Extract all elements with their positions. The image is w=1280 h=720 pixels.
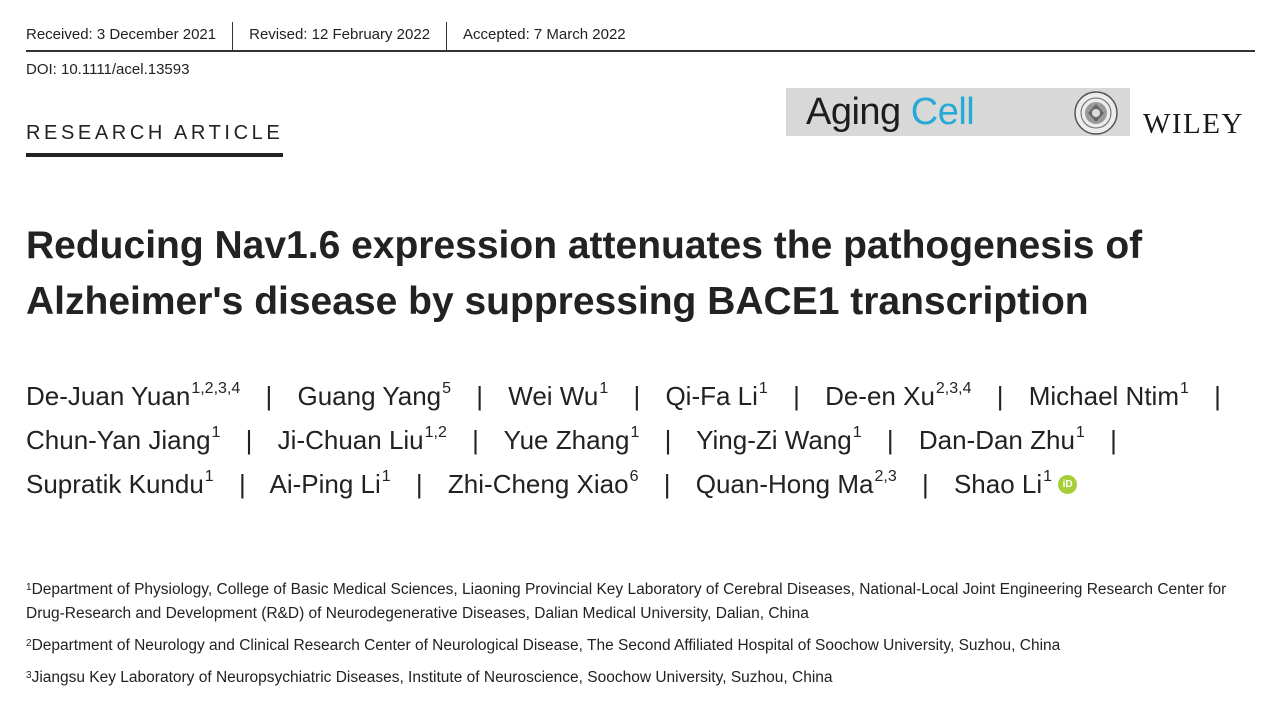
society-seal-icon [1074,91,1118,135]
author-name-text: De-Juan Yuan [26,381,191,411]
author-name[interactable]: De-Juan Yuan1,2,3,4 [26,380,241,411]
author-separator: | [1214,381,1221,411]
author-separator: | [793,381,800,411]
author-name[interactable]: Chun-Yan Jiang1 [26,424,221,455]
author-affiliation-marker: 2,3 [874,468,897,485]
author-separator: | [921,469,929,499]
author-affiliation-marker: 1,2 [424,424,447,441]
author-separator: | [663,469,671,499]
author-separator: | [1110,425,1117,455]
author-affiliation-marker: 1 [630,424,640,441]
date-bar: Received: 3 December 2021 Revised: 12 Fe… [26,22,1255,52]
author-affiliation-marker: 1 [381,468,391,485]
author-name-text: Quan-Hong Ma [695,469,874,499]
affiliation-number: 1 [26,582,32,593]
affiliation-list: 1Department of Physiology, College of Ba… [26,578,1251,698]
author-name[interactable]: Shao Li1 iD [953,468,1078,499]
affiliation-item: 3Jiangsu Key Laboratory of Neuropsychiat… [26,666,1251,690]
author-name-text: Zhi-Cheng Xiao [447,469,629,499]
author-name-text: Qi-Fa Li [665,381,758,411]
article-title: Reducing Nav1.6 expression attenuates th… [26,224,1143,323]
affiliation-text: Department of Neurology and Clinical Res… [31,637,1061,654]
journal-name-part1: Aging [806,91,901,133]
author-name[interactable]: Quan-Hong Ma2,3 [695,468,897,499]
publisher-logo[interactable]: WILEY [1143,108,1244,140]
author-name-text: Ai-Ping Li [269,469,381,499]
author-name[interactable]: De-en Xu2,3,4 [825,380,972,411]
author-affiliation-marker: 1 [852,424,862,441]
author-affiliation-marker: 1 [1075,424,1085,441]
author-name[interactable]: Wei Wu1 [508,380,609,411]
author-name-text: Yue Zhang [503,425,630,455]
author-name-text: Shao Li [953,469,1043,499]
author-separator: | [415,469,423,499]
author-affiliation-marker: 6 [629,468,639,485]
author-name-text: Supratik Kundu [26,469,204,499]
author-affiliation-marker: 1 [758,380,768,397]
affiliation-item: 2Department of Neurology and Clinical Re… [26,634,1251,658]
author-affiliation-marker: 1 [204,468,214,485]
author-name-text: De-en Xu [825,381,935,411]
author-separator: | [633,381,641,411]
author-affiliation-marker: 2,3,4 [935,380,972,397]
author-separator: | [476,381,484,411]
journal-logo[interactable]: Aging Cell [786,88,1130,136]
author-affiliation-marker: 1 [211,424,221,441]
author-name[interactable]: Dan-Dan Zhu1 [918,424,1085,455]
journal-name: Aging Cell [806,90,975,134]
affiliation-text: Department of Physiology, College of Bas… [26,581,1227,622]
author-name[interactable]: Guang Yang5 [297,380,452,411]
journal-name-part2: Cell [910,91,975,133]
author-name-text: Chun-Yan Jiang [26,425,211,455]
revised-date: Revised: 12 February 2022 [232,22,446,52]
author-name-text: Dan-Dan Zhu [918,425,1075,455]
author-name[interactable]: Zhi-Cheng Xiao6 [447,468,639,499]
author-separator: | [265,381,273,411]
author-name-text: Wei Wu [508,381,599,411]
orcid-icon[interactable]: iD [1058,474,1078,494]
author-name-text: Ying-Zi Wang [696,425,852,455]
affiliation-item: 1Department of Physiology, College of Ba… [26,578,1251,626]
author-name[interactable]: Ji-Chuan Liu1,2 [277,424,447,455]
author-name[interactable]: Ai-Ping Li1 [269,468,391,499]
author-name[interactable]: Ying-Zi Wang1 [696,424,862,455]
author-name[interactable]: Qi-Fa Li1 [665,380,768,411]
author-name-text: Ji-Chuan Liu [277,425,424,455]
author-affiliation-marker: 1 [1043,468,1053,485]
accepted-date: Accepted: 7 March 2022 [446,22,642,52]
author-separator: | [238,469,246,499]
author-name[interactable]: Supratik Kundu1 [26,468,214,499]
author-name[interactable]: Yue Zhang1 [503,424,640,455]
author-affiliation-marker: 1 [599,380,609,397]
author-name[interactable]: Michael Ntim1 [1028,380,1189,411]
author-affiliation-marker: 5 [442,380,452,397]
affiliation-number: 2 [26,638,32,649]
author-affiliation-marker: 1,2,3,4 [191,380,241,397]
author-name-text: Michael Ntim [1028,381,1179,411]
author-affiliation-marker: 1 [1179,380,1189,397]
affiliation-number: 3 [26,670,32,681]
author-separator: | [664,425,672,455]
doi[interactable]: DOI: 10.1111/acel.13593 [26,61,190,78]
author-separator: | [996,381,1004,411]
received-date: Received: 3 December 2021 [26,26,217,43]
author-separator: | [886,425,894,455]
author-separator: | [245,425,253,455]
affiliation-text: Jiangsu Key Laboratory of Neuropsychiatr… [31,669,833,686]
author-separator: | [472,425,479,455]
author-list: De-Juan Yuan1,2,3,4 | Guang Yang5 | Wei … [26,374,1261,506]
author-name-text: Guang Yang [297,381,442,411]
article-type: RESEARCH ARTICLE [26,122,284,157]
